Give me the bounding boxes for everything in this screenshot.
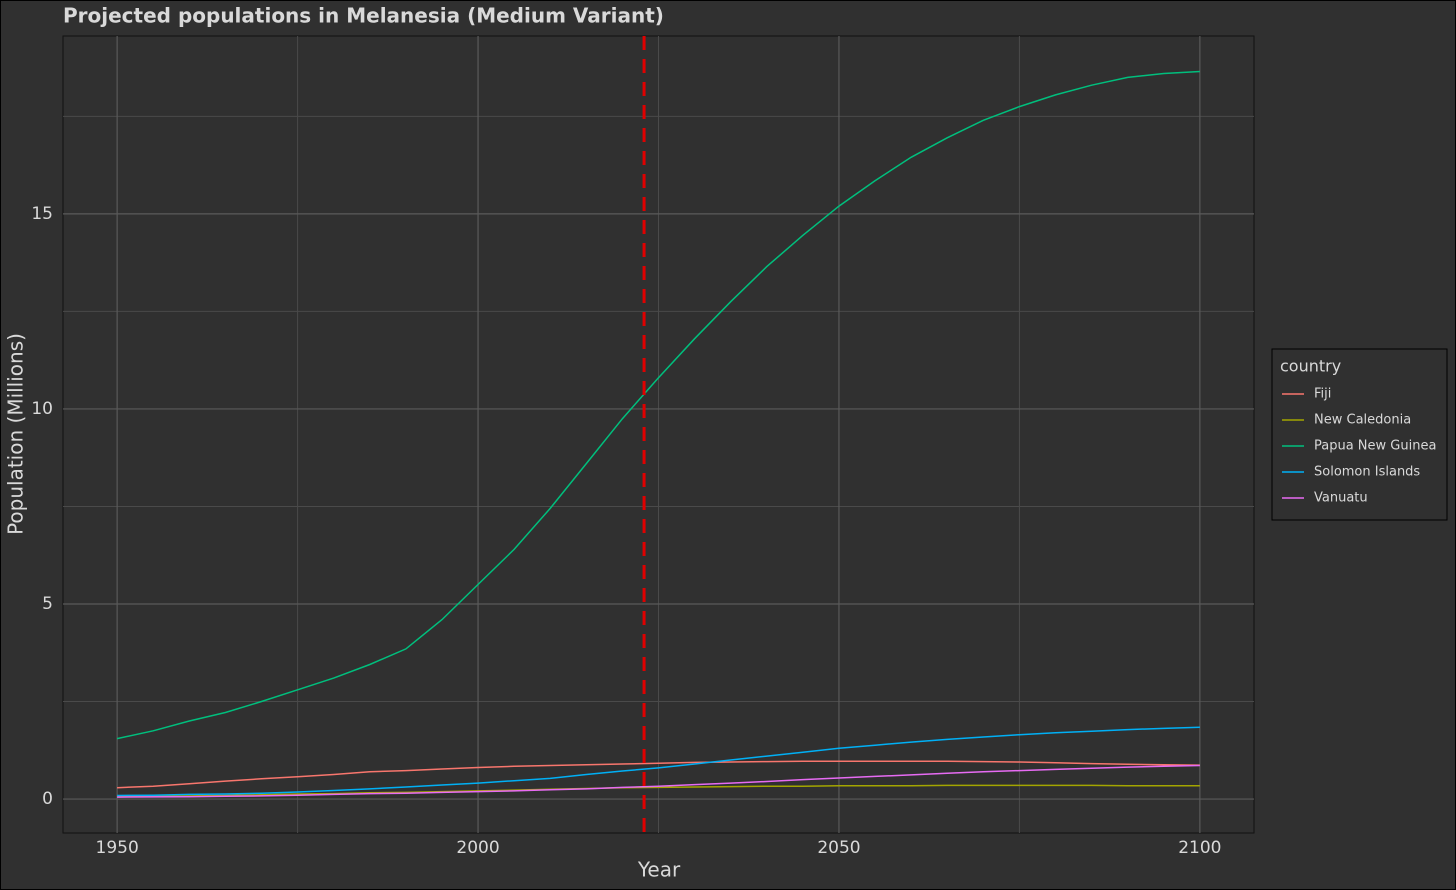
x-tick-label: 2100 <box>1178 838 1221 858</box>
legend-label: Vanuatu <box>1314 491 1368 506</box>
y-tick-label: 15 <box>31 204 53 224</box>
chart-title: Projected populations in Melanesia (Medi… <box>63 4 664 28</box>
x-tick-label: 2000 <box>456 838 499 858</box>
series-line <box>117 764 1200 798</box>
series-line <box>116 70 1200 740</box>
y-tick-label: 10 <box>31 399 53 419</box>
series-line <box>117 760 1200 789</box>
legend-label: New Caledonia <box>1314 413 1411 428</box>
y-tick-label: 0 <box>42 789 53 809</box>
x-tick-label: 2050 <box>817 838 860 858</box>
x-tick-label: 1950 <box>96 838 139 858</box>
legend-label: Papua New Guinea <box>1314 439 1436 454</box>
series-line <box>117 726 1200 797</box>
legend-label: Solomon Islands <box>1314 465 1420 480</box>
y-axis-label: Population (Millions) <box>4 333 28 535</box>
x-axis-label: Year <box>637 858 681 882</box>
legend-title: country <box>1280 357 1341 376</box>
legend-label: Fiji <box>1314 387 1331 402</box>
y-tick-label: 5 <box>42 594 53 614</box>
legend-box <box>1271 348 1448 521</box>
series-line <box>117 784 1200 798</box>
